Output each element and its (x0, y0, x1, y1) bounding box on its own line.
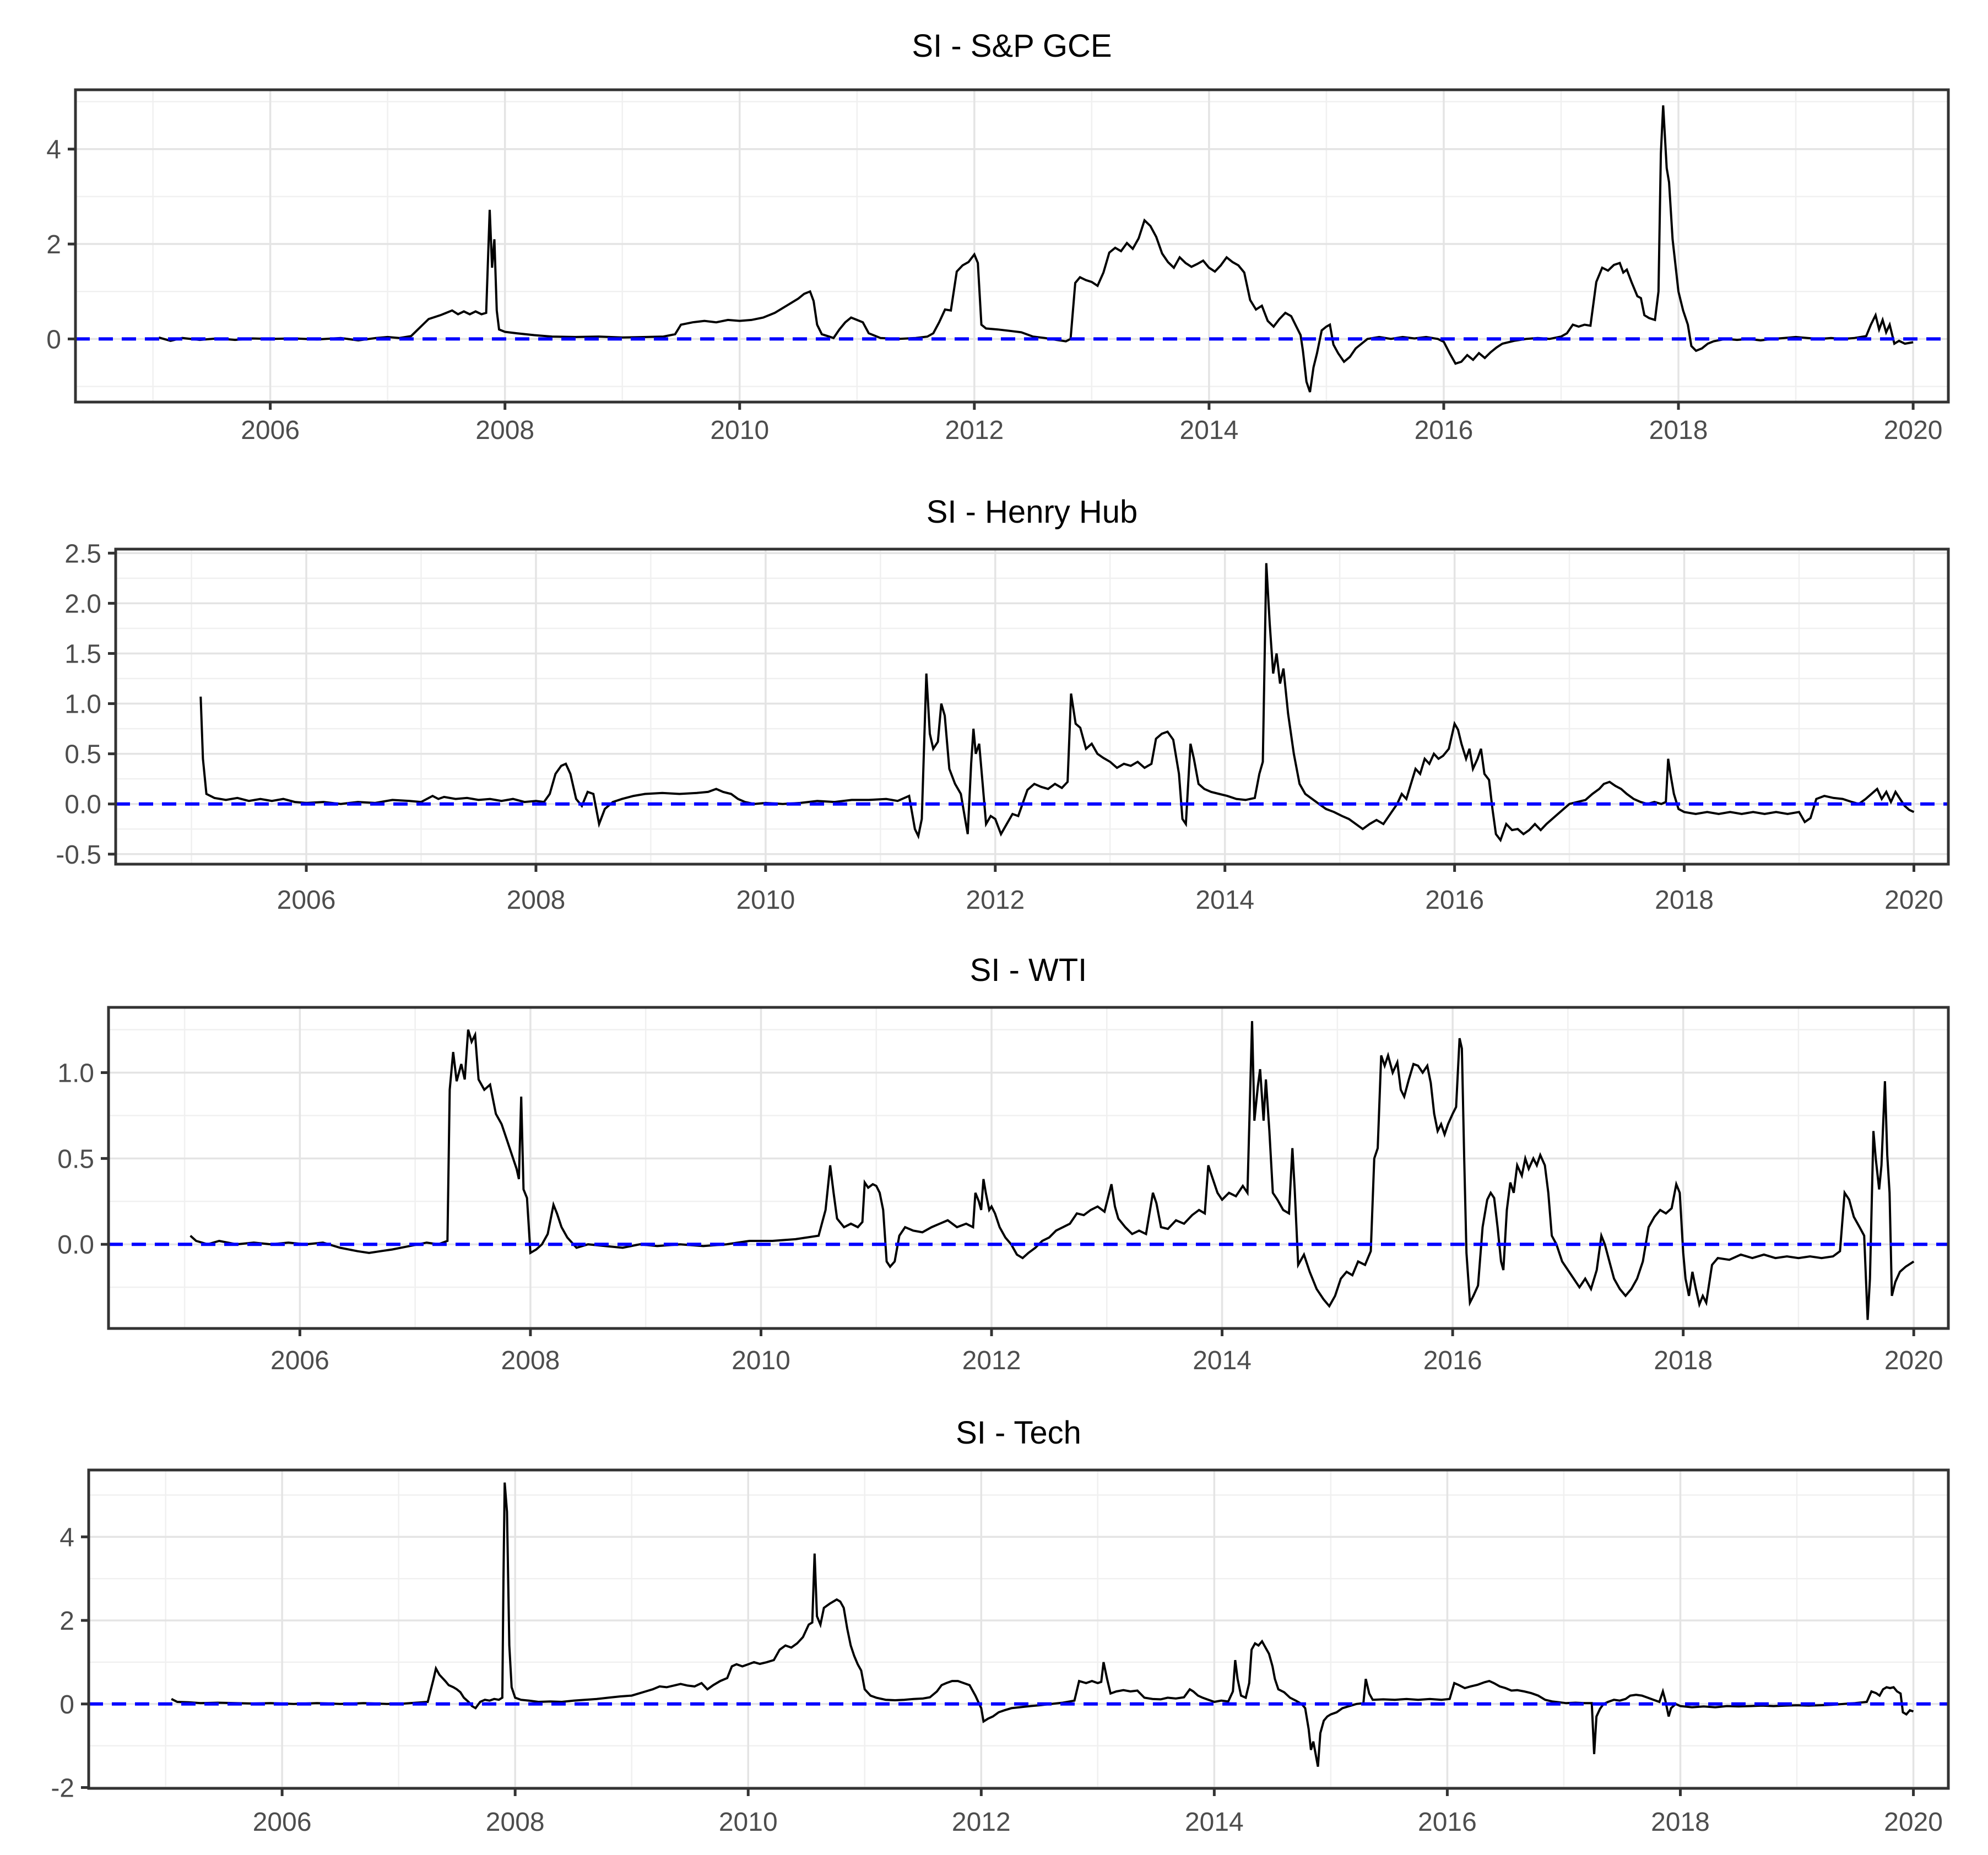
x-tick-label: 2012 (966, 886, 1025, 915)
x-tick-label: 2010 (736, 886, 795, 915)
y-tick-label: 0.5 (57, 1145, 94, 1174)
x-tick-label: 2010 (710, 416, 769, 445)
x-tick-label: 2016 (1418, 1808, 1477, 1837)
panel-background (89, 1470, 1948, 1788)
panel-4: 2006 2008 2010 2012 2014 2016 2018 2020 -2 0 2 4 SI … (51, 1415, 1950, 1837)
panel-border (114, 547, 1950, 866)
y-tick-label: 1.5 (64, 639, 101, 669)
x-tick-label: 2016 (1415, 416, 1474, 445)
x-tick-label: 2020 (1884, 416, 1943, 445)
panel-title: SI - Henry Hub (927, 494, 1138, 530)
x-tick-label: 2016 (1423, 1346, 1482, 1375)
panel-3: 2006 2008 2010 2012 2014 2016 2018 2020 0.0 0.5 1.… (57, 952, 1950, 1375)
y-tick-label: 1.0 (57, 1059, 94, 1088)
x-tick-label: 2008 (475, 416, 534, 445)
y-tick-label: 2.5 (64, 539, 101, 568)
panel-border (74, 88, 1950, 404)
x-tick-label: 2014 (1193, 1346, 1252, 1375)
y-tick-label: -0.5 (56, 840, 101, 870)
y-tick-label: 2.0 (64, 589, 101, 619)
x-tick-label: 2008 (486, 1808, 545, 1837)
x-tick-label: 2006 (253, 1808, 312, 1837)
x-tick-label: 2008 (501, 1346, 560, 1375)
panel-2: 2006 2008 2010 2012 2014 2016 2018 2020 -0.5 0.0 0… (56, 494, 1950, 915)
series-line (189, 1021, 1915, 1320)
x-tick-label: 2020 (1884, 886, 1943, 915)
series-line (171, 1482, 1914, 1767)
series-line (199, 563, 1915, 843)
x-tick-label: 2006 (270, 1346, 329, 1375)
x-tick-label: 2018 (1654, 1346, 1713, 1375)
x-tick-label: 2008 (507, 886, 566, 915)
x-tick-label: 2006 (241, 416, 300, 445)
y-tick-label: 1.0 (64, 690, 101, 719)
x-tick-label: 2010 (732, 1346, 790, 1375)
y-tick-label: 0 (46, 325, 61, 354)
x-tick-label: 2012 (952, 1808, 1011, 1837)
x-tick-label: 2006 (277, 886, 336, 915)
panel-1: 2006 2008 2010 2012 2014 2016 2018 2020 0 2 4 SI - … (46, 28, 1950, 445)
y-tick-label: 0.0 (57, 1230, 94, 1260)
y-tick-label: 0.5 (64, 740, 101, 769)
panel-title: SI - Tech (956, 1415, 1081, 1451)
x-tick-label: 2010 (719, 1808, 778, 1837)
y-tick-label: 0.0 (64, 790, 101, 820)
x-tick-label: 2020 (1884, 1808, 1943, 1837)
x-tick-label: 2018 (1655, 886, 1714, 915)
x-tick-label: 2014 (1185, 1808, 1244, 1837)
y-tick-label: 4 (46, 135, 61, 165)
panel-background (75, 90, 1948, 402)
y-tick-label: -2 (51, 1773, 74, 1803)
x-tick-label: 2016 (1425, 886, 1484, 915)
y-tick-label: 2 (59, 1607, 74, 1636)
panel-background (109, 1007, 1948, 1328)
x-tick-label: 2018 (1651, 1808, 1710, 1837)
panel-title: SI - WTI (970, 952, 1087, 988)
x-tick-label: 2014 (1195, 886, 1254, 915)
y-tick-label: 2 (46, 230, 61, 259)
panel-title: SI - S&P GCE (912, 28, 1112, 64)
x-tick-label: 2018 (1649, 416, 1708, 445)
x-tick-label: 2012 (945, 416, 1004, 445)
panel-background (116, 549, 1948, 864)
y-tick-label: 0 (59, 1690, 74, 1720)
panel-border (87, 1468, 1950, 1790)
series-line (158, 105, 1914, 393)
x-tick-label: 2012 (962, 1346, 1021, 1375)
x-tick-label: 2014 (1180, 416, 1239, 445)
panel-border (107, 1006, 1950, 1330)
y-tick-label: 4 (59, 1523, 74, 1552)
x-tick-label: 2020 (1884, 1346, 1943, 1375)
